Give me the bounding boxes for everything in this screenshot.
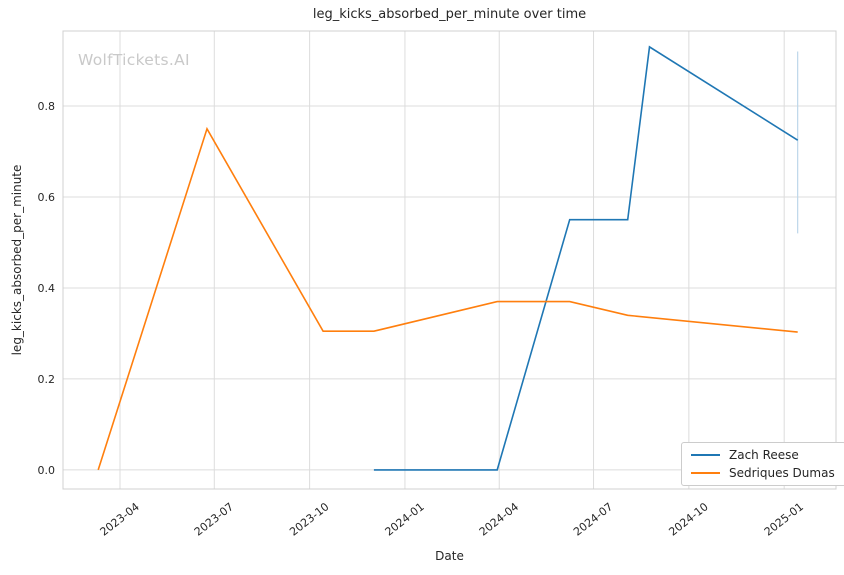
legend-line-sedriques-dumas <box>691 472 720 474</box>
y-tick-label-0.8: 0.8 <box>38 100 56 113</box>
x-tick-label-2023-07: 2023-07 <box>192 500 236 539</box>
chart-title: leg_kicks_absorbed_per_minute over time <box>312 7 587 22</box>
x-tick-label-2024-04: 2024-04 <box>477 500 521 539</box>
x-tick-label-2024-10: 2024-10 <box>666 500 710 539</box>
x-tick-label-2025-01: 2025-01 <box>762 500 806 539</box>
legend-label-sedriques-dumas: Sedriques Dumas <box>729 466 835 480</box>
legend: Zach Reese Sedriques Dumas <box>681 442 844 486</box>
legend-entry-zach-reese: Zach Reese <box>691 448 835 462</box>
legend-entry-sedriques-dumas: Sedriques Dumas <box>691 466 835 480</box>
legend-label-zach-reese: Zach Reese <box>729 448 799 462</box>
y-tick-label-0.4: 0.4 <box>38 282 56 295</box>
plot-border <box>62 30 837 490</box>
x-tick-label-2024-07: 2024-07 <box>571 500 615 539</box>
legend-line-zach-reese <box>691 454 720 456</box>
y-axis-label: leg_kicks_absorbed_per_minute <box>10 164 24 356</box>
line-sedriques-dumas <box>97 126 798 471</box>
y-tick-label-0.6: 0.6 <box>38 191 56 204</box>
y-tick-label-0.0: 0.0 <box>38 464 56 477</box>
x-tick-label-2023-10: 2023-10 <box>287 500 331 539</box>
x-tick-label-2023-04: 2023-04 <box>98 500 142 539</box>
watermark: WolfTickets.AI <box>78 51 190 69</box>
x-axis-label: Date <box>435 549 464 563</box>
line-zach-reese <box>373 45 799 471</box>
x-tick-label-2024-01: 2024-01 <box>383 500 427 539</box>
y-tick-label-0.2: 0.2 <box>38 373 56 386</box>
